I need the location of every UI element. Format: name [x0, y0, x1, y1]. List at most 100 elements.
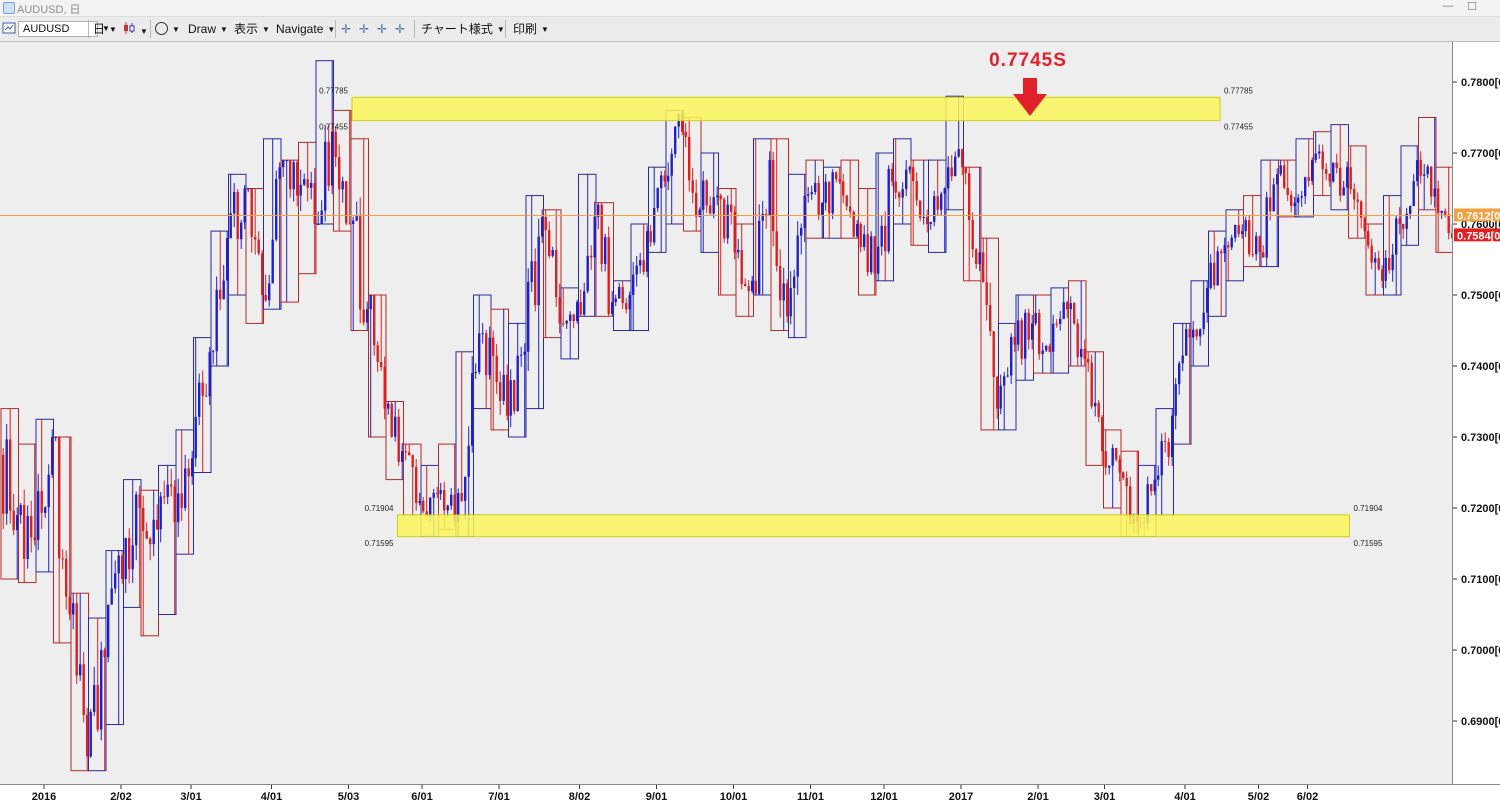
daily-candle-body — [1090, 362, 1093, 407]
display-menu[interactable]: 表示 ▼ — [234, 21, 270, 37]
daily-candle-body — [219, 289, 222, 300]
daily-candle-body — [754, 280, 757, 294]
print-label: 印刷 — [513, 22, 538, 36]
crosshair-button-4[interactable]: ✛ — [395, 21, 405, 37]
daily-candle-body — [982, 252, 985, 283]
daily-candle-body — [254, 236, 257, 240]
daily-candle-body — [1437, 188, 1440, 213]
daily-candle-body — [1199, 329, 1202, 337]
daily-candle-body — [33, 537, 36, 540]
daily-candle-body — [1342, 187, 1345, 196]
daily-candle-body — [380, 361, 383, 368]
daily-candle-body — [348, 223, 351, 225]
daily-candle-body — [534, 261, 537, 306]
daily-candle-body — [691, 180, 694, 193]
daily-candle-body — [639, 260, 642, 266]
time-tick-label: 2016 — [32, 791, 56, 803]
weekly-range-box — [473, 294, 492, 410]
crosshair-button-2[interactable]: ✛ — [359, 21, 369, 37]
daily-candle-body — [856, 224, 859, 237]
daily-candle-body — [317, 224, 320, 225]
daily-candle-body — [758, 220, 761, 294]
daily-candle-body — [1335, 162, 1338, 168]
draw-menu[interactable]: Draw ▼ — [188, 21, 228, 37]
daily-candle-body — [898, 192, 901, 198]
daily-candle-body — [1370, 245, 1373, 263]
daily-candle-body — [1125, 477, 1128, 487]
daily-candle-body — [929, 221, 932, 224]
zone-top-label-right: 0.77785 — [1224, 86, 1253, 95]
daily-candle-body — [1325, 169, 1328, 174]
daily-candle-body — [971, 219, 974, 250]
symbol-selector[interactable]: AUDUSD ▼ — [18, 20, 110, 37]
daily-candle-body — [5, 439, 8, 514]
minimize-button[interactable]: — — [1442, 0, 1454, 12]
daily-candle-body — [177, 493, 180, 523]
daily-candle-body — [135, 494, 138, 546]
daily-candle-body — [604, 237, 607, 265]
daily-candle-body — [600, 204, 603, 265]
shape-tool-dropdown[interactable]: ▼ — [155, 21, 180, 37]
daily-candle-body — [383, 367, 386, 409]
daily-candle-body — [779, 265, 782, 301]
crosshair-icon: ✛ — [359, 22, 370, 36]
daily-candle-body — [947, 167, 950, 189]
daily-candle-body — [387, 403, 390, 409]
crosshair-button-3[interactable]: ✛ — [377, 21, 387, 37]
daily-candle-body — [1045, 346, 1048, 351]
daily-candle-body — [877, 246, 880, 274]
price-tick-label: 0.7800[0 — [1461, 77, 1500, 89]
daily-candle-body — [1080, 348, 1083, 358]
timeframe-dropdown[interactable]: 日 ▼ — [93, 21, 117, 37]
daily-candle-body — [968, 173, 971, 220]
daily-candle-body — [166, 484, 169, 497]
time-tick-label: 8/02 — [569, 791, 590, 803]
navigate-menu[interactable]: Navigate ▼ — [276, 21, 335, 37]
daily-candle-body — [499, 382, 502, 401]
daily-candle-body — [1031, 323, 1034, 340]
daily-candle-body — [656, 188, 659, 209]
daily-candle-body — [40, 491, 43, 513]
weekly-range-box — [105, 550, 124, 726]
daily-candle-body — [1209, 262, 1212, 288]
daily-candle-body — [891, 168, 894, 182]
daily-candle-body — [716, 195, 719, 198]
daily-candle-body — [576, 302, 579, 321]
time-axis-scale: 2016 2/02 3/01 4/01 5/03 6/01 7/01 8/02 9/01 10/0… — [32, 785, 1318, 803]
daily-candle-body — [1332, 162, 1335, 182]
chart-style-menu[interactable]: チャート様式 ▼ — [421, 21, 505, 37]
daily-candle-body — [663, 175, 666, 182]
chart-plot-area[interactable]: 0.77785 0.77455 0.77785 0.77455 0.71904 0.715… — [0, 42, 1452, 784]
time-tick-label: 11/01 — [797, 791, 824, 803]
weekly-range-box — [350, 138, 369, 331]
weekly-range-box — [788, 173, 807, 339]
time-tick-label: 2/01 — [1027, 791, 1048, 803]
print-menu[interactable]: 印刷 ▼ — [513, 21, 549, 37]
candle-style-dropdown[interactable]: ▼ — [122, 21, 148, 37]
daily-candle-body — [527, 282, 530, 352]
daily-candle-body — [723, 199, 726, 239]
daily-candle-body — [289, 160, 292, 190]
crosshair-button-1[interactable]: ✛ — [341, 21, 351, 37]
current-price-badge — [1454, 228, 1500, 242]
window-title: AUDUSD, 日 — [17, 4, 81, 16]
daily-candle-body — [1367, 231, 1370, 246]
chevron-down-icon: ▼ — [102, 24, 110, 33]
daily-candle-body — [1083, 348, 1086, 359]
daily-candle-body — [408, 452, 411, 456]
crosshair-icon: ✛ — [395, 22, 406, 36]
daily-candle-body — [369, 295, 372, 310]
daily-candle-body — [842, 181, 845, 196]
daily-candle-body — [814, 182, 817, 193]
time-tick-label: 9/01 — [646, 791, 667, 803]
chevron-down-icon: ▼ — [541, 25, 549, 34]
daily-candle-body — [51, 437, 54, 475]
weekly-range-box — [1190, 280, 1209, 367]
daily-candle-body — [191, 458, 194, 477]
weekly-range-box — [945, 95, 964, 211]
chart-menu-icon[interactable] — [2, 21, 16, 37]
maximize-button[interactable]: ☐ — [1467, 1, 1477, 13]
daily-candle-body — [852, 211, 855, 237]
daily-candle-body — [47, 474, 50, 508]
daily-candle-body — [492, 337, 495, 356]
